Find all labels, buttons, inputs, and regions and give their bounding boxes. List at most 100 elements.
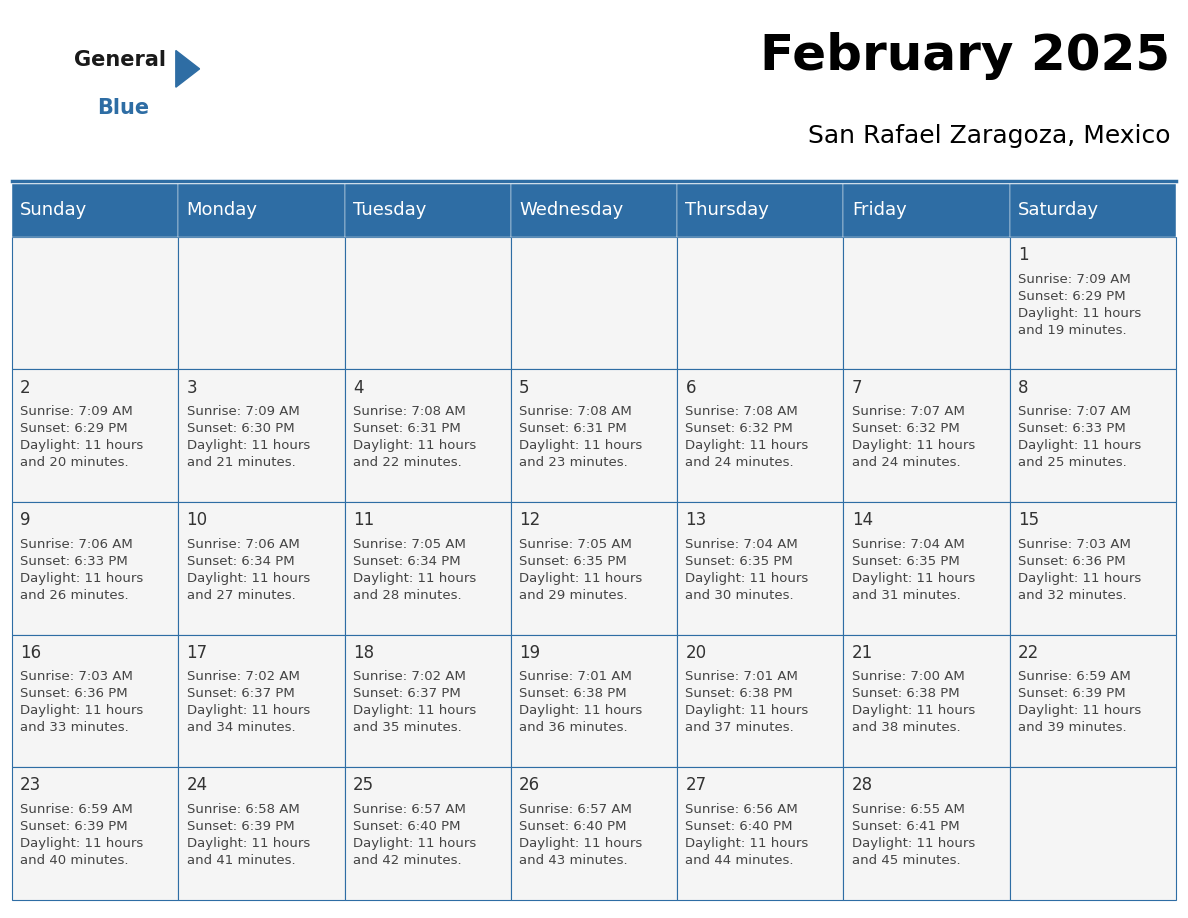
FancyBboxPatch shape (1010, 634, 1176, 767)
Text: Sunrise: 7:03 AM
Sunset: 6:36 PM
Daylight: 11 hours
and 32 minutes.: Sunrise: 7:03 AM Sunset: 6:36 PM Dayligh… (1018, 538, 1142, 602)
Text: Tuesday: Tuesday (353, 201, 426, 219)
Text: Sunrise: 7:05 AM
Sunset: 6:35 PM
Daylight: 11 hours
and 29 minutes.: Sunrise: 7:05 AM Sunset: 6:35 PM Dayligh… (519, 538, 643, 602)
Text: 3: 3 (187, 379, 197, 397)
Text: Sunday: Sunday (20, 201, 88, 219)
Text: Wednesday: Wednesday (519, 201, 624, 219)
Text: 12: 12 (519, 511, 541, 530)
FancyBboxPatch shape (843, 237, 1010, 369)
Text: 16: 16 (20, 644, 42, 662)
Text: General: General (74, 50, 165, 71)
FancyBboxPatch shape (12, 767, 178, 900)
Text: Sunrise: 7:07 AM
Sunset: 6:33 PM
Daylight: 11 hours
and 25 minutes.: Sunrise: 7:07 AM Sunset: 6:33 PM Dayligh… (1018, 405, 1142, 469)
Text: 22: 22 (1018, 644, 1040, 662)
FancyBboxPatch shape (1010, 237, 1176, 369)
FancyBboxPatch shape (511, 184, 677, 237)
Text: 24: 24 (187, 777, 208, 794)
FancyBboxPatch shape (1010, 767, 1176, 900)
FancyBboxPatch shape (677, 767, 843, 900)
Text: Sunrise: 6:57 AM
Sunset: 6:40 PM
Daylight: 11 hours
and 42 minutes.: Sunrise: 6:57 AM Sunset: 6:40 PM Dayligh… (353, 803, 476, 867)
Text: 5: 5 (519, 379, 530, 397)
Text: Thursday: Thursday (685, 201, 770, 219)
Text: 6: 6 (685, 379, 696, 397)
FancyBboxPatch shape (843, 184, 1010, 237)
Text: Sunrise: 6:56 AM
Sunset: 6:40 PM
Daylight: 11 hours
and 44 minutes.: Sunrise: 6:56 AM Sunset: 6:40 PM Dayligh… (685, 803, 809, 867)
Text: Sunrise: 6:58 AM
Sunset: 6:39 PM
Daylight: 11 hours
and 41 minutes.: Sunrise: 6:58 AM Sunset: 6:39 PM Dayligh… (187, 803, 310, 867)
Text: San Rafael Zaragoza, Mexico: San Rafael Zaragoza, Mexico (808, 124, 1170, 148)
Text: 1: 1 (1018, 246, 1029, 264)
FancyBboxPatch shape (345, 184, 511, 237)
FancyBboxPatch shape (677, 634, 843, 767)
FancyBboxPatch shape (12, 502, 178, 634)
Text: 11: 11 (353, 511, 374, 530)
Text: Sunrise: 7:08 AM
Sunset: 6:31 PM
Daylight: 11 hours
and 22 minutes.: Sunrise: 7:08 AM Sunset: 6:31 PM Dayligh… (353, 405, 476, 469)
FancyBboxPatch shape (12, 237, 178, 369)
FancyBboxPatch shape (511, 502, 677, 634)
FancyBboxPatch shape (178, 237, 345, 369)
FancyBboxPatch shape (1010, 502, 1176, 634)
Text: Sunrise: 7:06 AM
Sunset: 6:34 PM
Daylight: 11 hours
and 27 minutes.: Sunrise: 7:06 AM Sunset: 6:34 PM Dayligh… (187, 538, 310, 602)
FancyBboxPatch shape (178, 369, 345, 502)
Text: Blue: Blue (97, 98, 150, 118)
Text: Sunrise: 7:00 AM
Sunset: 6:38 PM
Daylight: 11 hours
and 38 minutes.: Sunrise: 7:00 AM Sunset: 6:38 PM Dayligh… (852, 670, 975, 734)
Text: 21: 21 (852, 644, 873, 662)
Text: 28: 28 (852, 777, 873, 794)
Text: Sunrise: 7:07 AM
Sunset: 6:32 PM
Daylight: 11 hours
and 24 minutes.: Sunrise: 7:07 AM Sunset: 6:32 PM Dayligh… (852, 405, 975, 469)
FancyBboxPatch shape (12, 369, 178, 502)
Text: Sunrise: 7:05 AM
Sunset: 6:34 PM
Daylight: 11 hours
and 28 minutes.: Sunrise: 7:05 AM Sunset: 6:34 PM Dayligh… (353, 538, 476, 602)
Text: Sunrise: 7:01 AM
Sunset: 6:38 PM
Daylight: 11 hours
and 37 minutes.: Sunrise: 7:01 AM Sunset: 6:38 PM Dayligh… (685, 670, 809, 734)
FancyBboxPatch shape (677, 237, 843, 369)
Text: 2: 2 (20, 379, 31, 397)
FancyBboxPatch shape (345, 767, 511, 900)
FancyBboxPatch shape (178, 767, 345, 900)
Text: February 2025: February 2025 (760, 32, 1170, 80)
Text: 7: 7 (852, 379, 862, 397)
FancyBboxPatch shape (511, 369, 677, 502)
FancyBboxPatch shape (511, 634, 677, 767)
FancyBboxPatch shape (843, 502, 1010, 634)
Text: 15: 15 (1018, 511, 1040, 530)
FancyBboxPatch shape (1010, 369, 1176, 502)
Text: Sunrise: 6:59 AM
Sunset: 6:39 PM
Daylight: 11 hours
and 40 minutes.: Sunrise: 6:59 AM Sunset: 6:39 PM Dayligh… (20, 803, 144, 867)
Polygon shape (176, 50, 200, 87)
Text: 20: 20 (685, 644, 707, 662)
FancyBboxPatch shape (345, 502, 511, 634)
Text: Sunrise: 7:08 AM
Sunset: 6:31 PM
Daylight: 11 hours
and 23 minutes.: Sunrise: 7:08 AM Sunset: 6:31 PM Dayligh… (519, 405, 643, 469)
Text: 23: 23 (20, 777, 42, 794)
Text: Sunrise: 7:09 AM
Sunset: 6:30 PM
Daylight: 11 hours
and 21 minutes.: Sunrise: 7:09 AM Sunset: 6:30 PM Dayligh… (187, 405, 310, 469)
FancyBboxPatch shape (843, 767, 1010, 900)
FancyBboxPatch shape (178, 502, 345, 634)
FancyBboxPatch shape (12, 184, 178, 237)
Text: Sunrise: 7:01 AM
Sunset: 6:38 PM
Daylight: 11 hours
and 36 minutes.: Sunrise: 7:01 AM Sunset: 6:38 PM Dayligh… (519, 670, 643, 734)
Text: 26: 26 (519, 777, 541, 794)
FancyBboxPatch shape (178, 184, 345, 237)
Text: Sunrise: 7:06 AM
Sunset: 6:33 PM
Daylight: 11 hours
and 26 minutes.: Sunrise: 7:06 AM Sunset: 6:33 PM Dayligh… (20, 538, 144, 602)
Text: 27: 27 (685, 777, 707, 794)
FancyBboxPatch shape (511, 237, 677, 369)
Text: 19: 19 (519, 644, 541, 662)
Text: 18: 18 (353, 644, 374, 662)
FancyBboxPatch shape (12, 634, 178, 767)
Text: Sunrise: 7:04 AM
Sunset: 6:35 PM
Daylight: 11 hours
and 30 minutes.: Sunrise: 7:04 AM Sunset: 6:35 PM Dayligh… (685, 538, 809, 602)
FancyBboxPatch shape (345, 369, 511, 502)
FancyBboxPatch shape (511, 767, 677, 900)
FancyBboxPatch shape (843, 634, 1010, 767)
Text: Sunrise: 6:59 AM
Sunset: 6:39 PM
Daylight: 11 hours
and 39 minutes.: Sunrise: 6:59 AM Sunset: 6:39 PM Dayligh… (1018, 670, 1142, 734)
Text: 9: 9 (20, 511, 31, 530)
Text: 10: 10 (187, 511, 208, 530)
FancyBboxPatch shape (345, 634, 511, 767)
FancyBboxPatch shape (1010, 184, 1176, 237)
Text: Sunrise: 7:09 AM
Sunset: 6:29 PM
Daylight: 11 hours
and 19 minutes.: Sunrise: 7:09 AM Sunset: 6:29 PM Dayligh… (1018, 273, 1142, 337)
Text: 25: 25 (353, 777, 374, 794)
Text: Sunrise: 7:04 AM
Sunset: 6:35 PM
Daylight: 11 hours
and 31 minutes.: Sunrise: 7:04 AM Sunset: 6:35 PM Dayligh… (852, 538, 975, 602)
Text: 8: 8 (1018, 379, 1029, 397)
Text: 4: 4 (353, 379, 364, 397)
Text: Sunrise: 7:08 AM
Sunset: 6:32 PM
Daylight: 11 hours
and 24 minutes.: Sunrise: 7:08 AM Sunset: 6:32 PM Dayligh… (685, 405, 809, 469)
Text: 14: 14 (852, 511, 873, 530)
FancyBboxPatch shape (677, 502, 843, 634)
Text: Monday: Monday (187, 201, 258, 219)
Text: Friday: Friday (852, 201, 906, 219)
Text: Sunrise: 7:02 AM
Sunset: 6:37 PM
Daylight: 11 hours
and 34 minutes.: Sunrise: 7:02 AM Sunset: 6:37 PM Dayligh… (187, 670, 310, 734)
FancyBboxPatch shape (677, 369, 843, 502)
Text: Sunrise: 6:57 AM
Sunset: 6:40 PM
Daylight: 11 hours
and 43 minutes.: Sunrise: 6:57 AM Sunset: 6:40 PM Dayligh… (519, 803, 643, 867)
Text: Sunrise: 6:55 AM
Sunset: 6:41 PM
Daylight: 11 hours
and 45 minutes.: Sunrise: 6:55 AM Sunset: 6:41 PM Dayligh… (852, 803, 975, 867)
